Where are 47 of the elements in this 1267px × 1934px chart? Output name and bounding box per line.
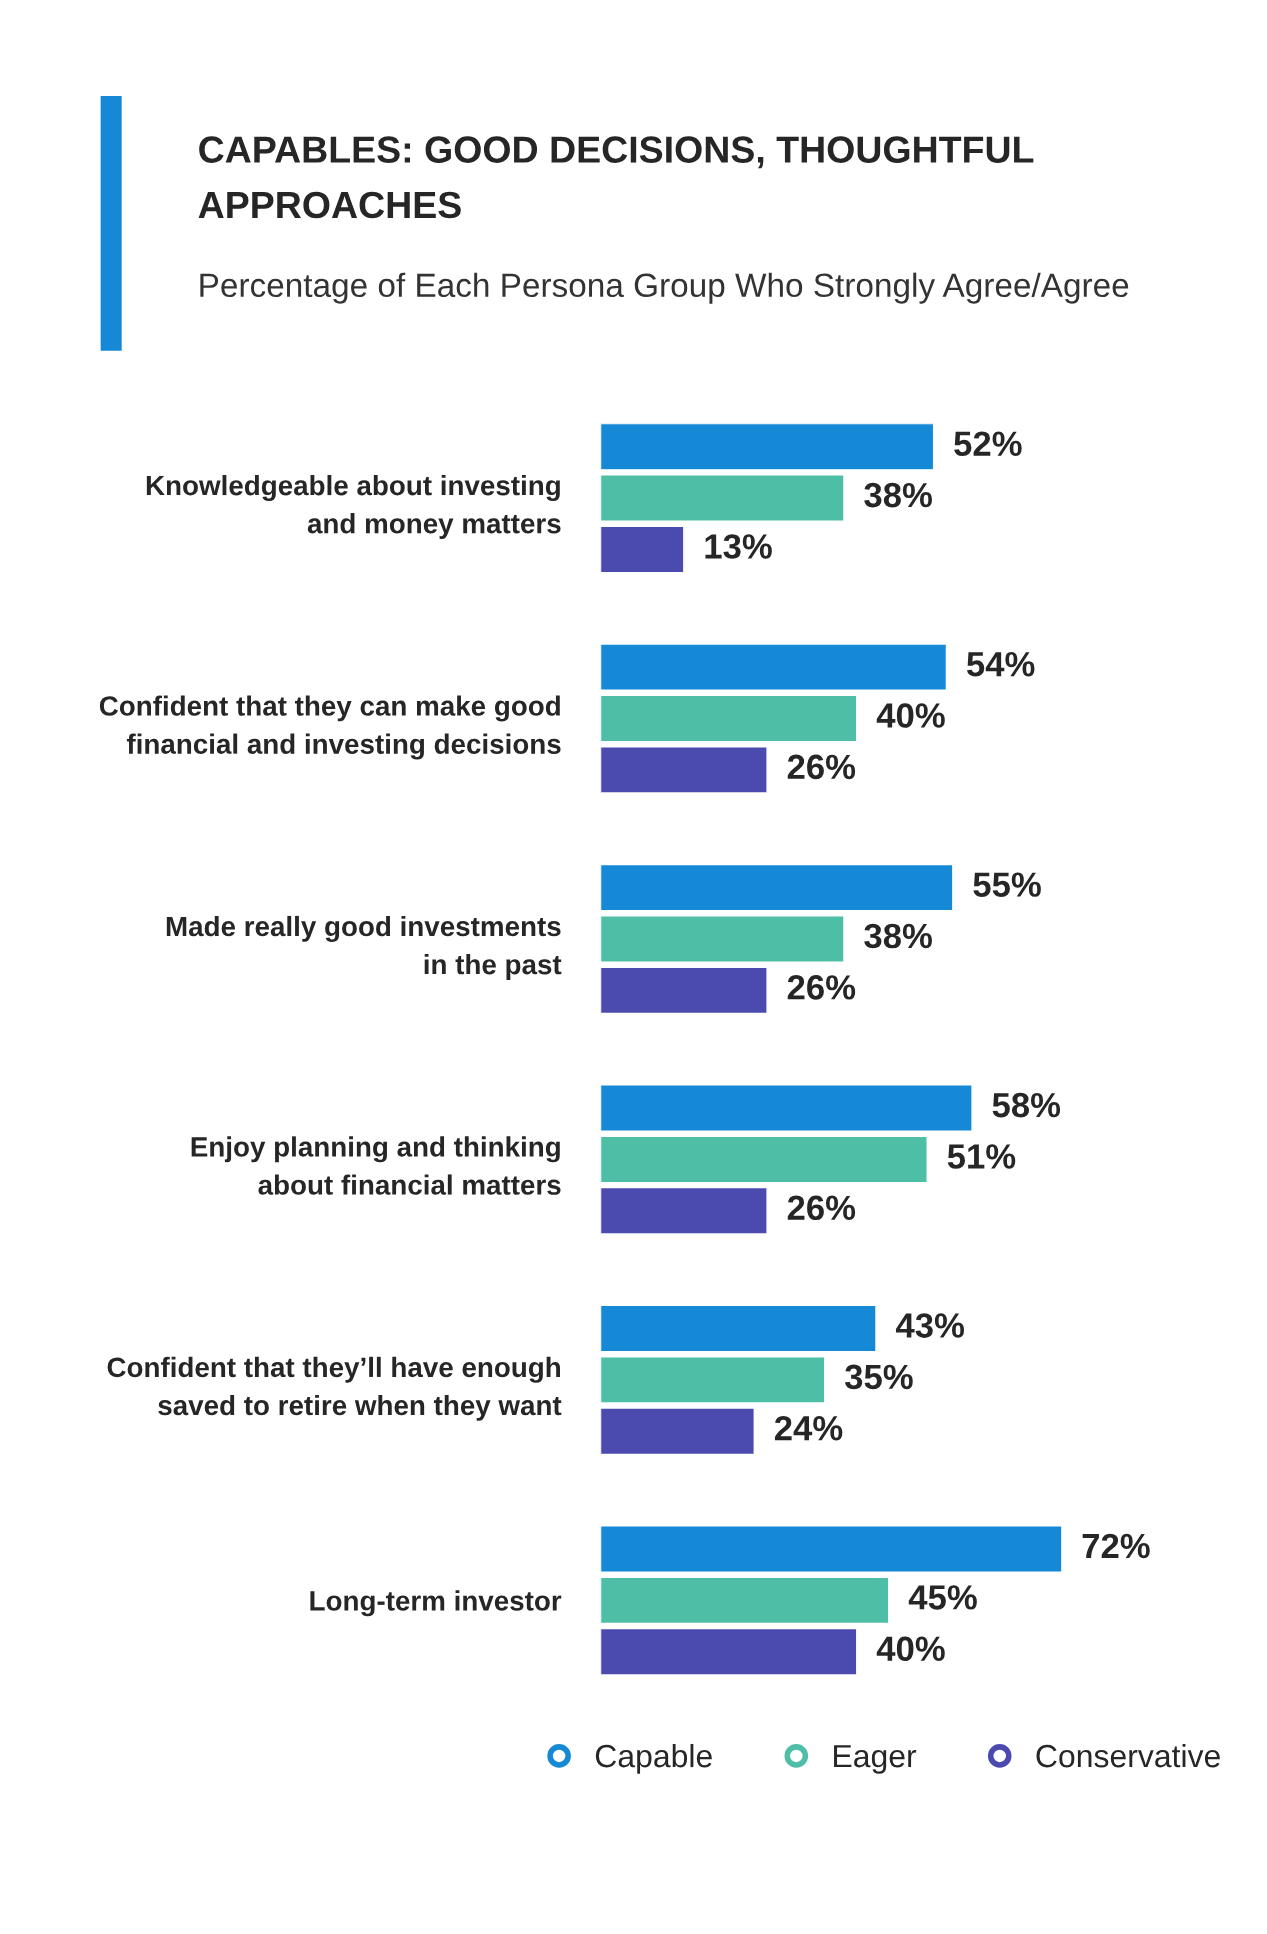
bar (600, 863, 954, 912)
bar (600, 1356, 826, 1404)
chart-title: CAPABLES: GOOD DECISIONS, THOUGHTFUL APPROACHES (198, 136, 1034, 219)
bar (600, 474, 845, 522)
data-label: 38% (864, 482, 932, 508)
bar (600, 1304, 877, 1353)
bar (600, 525, 685, 574)
bar (600, 643, 948, 691)
legend-label: Eager (834, 1745, 917, 1774)
data-label: 26% (787, 754, 856, 780)
y-tick-label: Confident that they can make good financial and investing decisions (99, 695, 561, 760)
legend-label: Capable (595, 1743, 712, 1774)
data-label: 38% (864, 923, 932, 949)
data-label: 24% (774, 1415, 843, 1441)
data-label: 40% (876, 1636, 945, 1662)
y-tick-label: Long-term investor (310, 1590, 562, 1617)
bar (600, 1186, 768, 1235)
data-label: 13% (705, 534, 772, 559)
data-label: 55% (973, 872, 1041, 897)
data-label: 45% (908, 1585, 977, 1610)
data-label: 43% (895, 1313, 965, 1338)
data-label: 52% (954, 431, 1022, 457)
bar (600, 1407, 755, 1456)
bar (600, 915, 845, 963)
y-tick-label: Made really good investments in the past (166, 915, 562, 980)
bar (600, 1525, 1062, 1573)
data-label: 72% (1082, 1533, 1150, 1559)
y-tick-label: Confident that they’ll have enough saved to retire when they want (107, 1356, 562, 1421)
data-label: 35% (844, 1364, 913, 1390)
bar (600, 1135, 928, 1184)
data-label: 51% (947, 1144, 1016, 1169)
bar (600, 966, 768, 1015)
bar (600, 1084, 973, 1132)
bar (600, 423, 935, 471)
data-label: 58% (992, 1092, 1061, 1118)
data-label: 54% (966, 651, 1035, 677)
data-label: 26% (787, 1195, 856, 1221)
bar (600, 746, 768, 794)
data-label: 40% (876, 703, 945, 728)
bar (600, 1576, 890, 1625)
y-tick-label: Knowledgeable about investing and money matters (146, 474, 561, 539)
bar (600, 694, 858, 743)
y-tick-label: Enjoy planning and thinking about financial matters (191, 1136, 561, 1195)
bar (600, 1627, 858, 1675)
legend-label: Conservative (1036, 1743, 1220, 1768)
data-label: 26% (787, 975, 856, 1000)
chart-subtitle: Percentage of Each Persona Group Who Strongly Agree/Agree (200, 272, 1129, 304)
